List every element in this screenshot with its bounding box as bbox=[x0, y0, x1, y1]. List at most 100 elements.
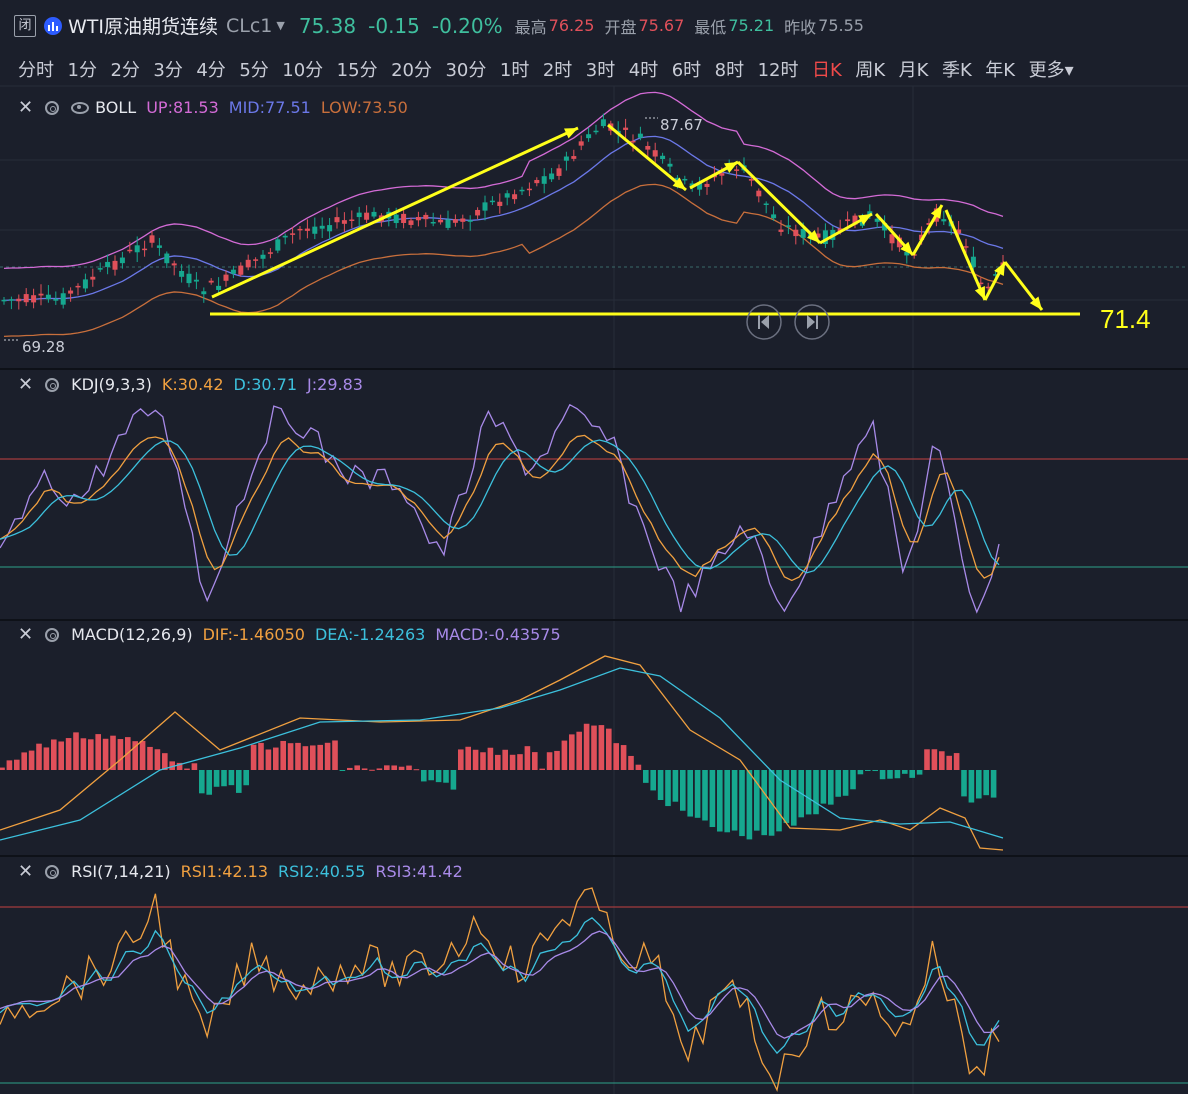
tab-timeframe[interactable]: 6时 bbox=[671, 60, 702, 81]
candle-body bbox=[541, 176, 547, 184]
macd-bar bbox=[228, 770, 235, 786]
close-icon[interactable]: ✕ bbox=[18, 374, 34, 395]
gear-icon[interactable] bbox=[45, 627, 60, 642]
candle-body bbox=[75, 285, 81, 288]
macd-bar bbox=[280, 740, 286, 770]
macd-bar bbox=[80, 738, 87, 770]
candle-body bbox=[904, 251, 910, 256]
macd-bar bbox=[916, 770, 923, 775]
macd-bar bbox=[606, 728, 612, 770]
macd-bar bbox=[465, 746, 471, 770]
chevron-down-icon[interactable]: ▼ bbox=[276, 19, 285, 32]
candle-body bbox=[467, 220, 473, 222]
tab-timeframe[interactable]: 4分 bbox=[196, 60, 226, 81]
tab-timeframe[interactable]: 15分 bbox=[336, 60, 378, 81]
tab-timeframe[interactable]: 月K bbox=[898, 60, 929, 81]
close-icon[interactable]: ✕ bbox=[18, 624, 34, 645]
instrument-title[interactable]: WTI原油期货连续 bbox=[68, 16, 218, 38]
boll-legend: ✕ BOLL UP:81.53 MID:77.51 LOW:73.50 bbox=[18, 97, 408, 118]
macd-bar bbox=[872, 770, 878, 772]
nav-prev-button[interactable] bbox=[746, 304, 782, 340]
close-icon[interactable]: ✕ bbox=[18, 97, 34, 118]
tab-timeframe[interactable]: 3分 bbox=[153, 60, 183, 81]
candle-body bbox=[623, 127, 629, 130]
macd-bar bbox=[184, 768, 190, 770]
macd-bar bbox=[953, 753, 960, 770]
macd-bar bbox=[968, 770, 975, 803]
candle-body bbox=[60, 293, 66, 305]
chart-logo-icon bbox=[44, 16, 62, 35]
macd-dea: DEA:-1.24263 bbox=[314, 625, 426, 644]
candle-body bbox=[142, 248, 148, 251]
macd-bar bbox=[672, 770, 679, 802]
candle-body bbox=[889, 234, 895, 244]
candle-body bbox=[637, 133, 643, 138]
macd-bar bbox=[554, 750, 560, 770]
kdj-k: K:30.42 bbox=[161, 375, 224, 394]
tab-timeframe[interactable]: 2分 bbox=[110, 60, 140, 81]
nav-next-button[interactable] bbox=[794, 304, 830, 340]
macd-bar bbox=[139, 740, 146, 770]
candle-body bbox=[941, 219, 947, 222]
tab-timeframe[interactable]: 季K bbox=[941, 60, 972, 81]
tab-timeframe[interactable]: 分时 bbox=[18, 60, 54, 81]
tab-timeframe[interactable]: 12时 bbox=[757, 60, 799, 81]
tab-timeframe[interactable]: 5分 bbox=[239, 60, 269, 81]
boll-upper-band bbox=[3, 91, 1004, 270]
macd-bar bbox=[443, 770, 449, 783]
candle-body bbox=[719, 173, 725, 176]
candle-body bbox=[179, 270, 185, 277]
candle-body bbox=[785, 225, 791, 227]
pane-divider[interactable] bbox=[0, 368, 1188, 370]
macd-bar bbox=[51, 739, 57, 770]
pane-divider[interactable] bbox=[0, 619, 1188, 621]
macd-bar bbox=[828, 770, 834, 805]
tab-timeframe[interactable]: 10分 bbox=[282, 60, 324, 81]
candle-body bbox=[748, 179, 754, 181]
macd-bar bbox=[317, 744, 323, 770]
candle-body bbox=[38, 293, 44, 296]
macd-bar bbox=[295, 742, 301, 770]
candle-body bbox=[563, 156, 569, 161]
macd-bar bbox=[199, 770, 205, 794]
gear-icon[interactable] bbox=[45, 377, 60, 392]
candle-body bbox=[275, 239, 281, 251]
instrument-code[interactable]: CLc1 bbox=[226, 14, 273, 37]
candle-body bbox=[793, 229, 799, 237]
tab-timeframe[interactable]: 1分 bbox=[67, 60, 97, 81]
tab-timeframe[interactable]: 3时 bbox=[585, 60, 616, 81]
candle-body bbox=[208, 280, 214, 283]
tab-timeframe[interactable]: 30分 bbox=[445, 60, 487, 81]
candle-body bbox=[438, 219, 444, 223]
candle-body bbox=[526, 188, 532, 191]
macd-bar bbox=[258, 742, 264, 770]
eye-icon[interactable] bbox=[71, 101, 90, 114]
tab-timeframe[interactable]: 周K bbox=[855, 60, 886, 81]
tab-timeframe[interactable]: 年K bbox=[985, 60, 1016, 81]
pane-divider[interactable] bbox=[0, 855, 1188, 857]
tab-timeframe[interactable]: 20分 bbox=[391, 60, 432, 81]
candle-body bbox=[504, 193, 510, 198]
gear-icon[interactable] bbox=[45, 864, 60, 879]
tab-timeframe[interactable]: 更多▾ bbox=[1028, 60, 1074, 81]
high-mark-label: 87.67 bbox=[660, 116, 703, 134]
macd-bar bbox=[924, 749, 930, 770]
tab-timeframe[interactable]: 8时 bbox=[714, 60, 745, 81]
macd-bar bbox=[569, 734, 575, 770]
candle-body bbox=[223, 274, 229, 281]
candle-body bbox=[571, 156, 577, 159]
macd-bar bbox=[324, 742, 331, 770]
close-icon[interactable]: ✕ bbox=[18, 861, 34, 882]
gear-icon[interactable] bbox=[45, 100, 60, 115]
close-button[interactable]: 闭 bbox=[14, 14, 36, 37]
tab-timeframe[interactable]: 4时 bbox=[628, 60, 659, 81]
candle-body bbox=[290, 233, 296, 235]
target-label: 71.4 bbox=[1100, 304, 1151, 334]
macd-bar bbox=[480, 752, 486, 770]
macd-name: MACD(12,26,9) bbox=[71, 625, 193, 644]
tab-timeframe[interactable]: 2时 bbox=[542, 60, 573, 81]
candle-body bbox=[549, 173, 555, 180]
tab-timeframe[interactable]: 日K bbox=[812, 60, 842, 81]
tab-timeframe[interactable]: 1时 bbox=[499, 60, 530, 81]
